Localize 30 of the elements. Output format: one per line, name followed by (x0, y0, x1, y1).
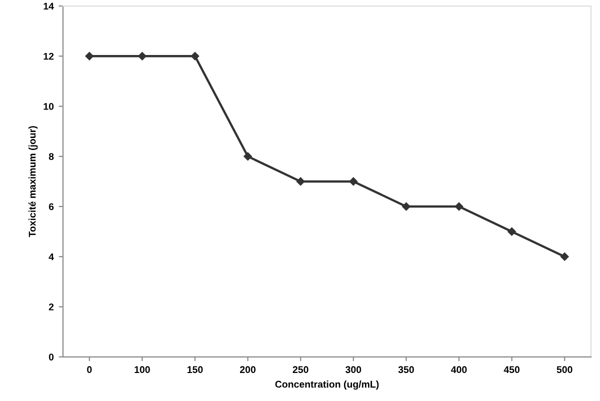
y-tick-label: 0 (48, 354, 54, 361)
x-tick-label: 400 (451, 366, 467, 374)
x-tick-label: 450 (504, 366, 520, 374)
point (402, 202, 410, 211)
x-tick-label: 350 (398, 366, 414, 374)
point (244, 152, 252, 161)
y-axis-title: Toxicité maximum (jour) (28, 126, 38, 238)
y-tick-label: 12 (44, 52, 54, 60)
x-axis-title: Concentration (ug/mL) (275, 380, 379, 390)
x-tick-label: 0 (87, 366, 92, 374)
x-tick-label: 200 (240, 366, 256, 374)
y-tick-label: 2 (48, 304, 54, 310)
y-tick-label: 8 (48, 153, 54, 160)
point (190, 52, 200, 60)
y-tick-label: 6 (48, 203, 54, 210)
point (138, 52, 146, 60)
point (349, 177, 358, 186)
point (454, 202, 464, 211)
point (85, 52, 94, 60)
point (508, 227, 516, 236)
y-tick-label: 4 (48, 253, 54, 260)
y-tick-label: 10 (44, 103, 54, 110)
x-tick-label: 150 (188, 366, 203, 374)
x-tick-label: 300 (346, 366, 362, 374)
point (296, 177, 305, 186)
x-tick-label: 500 (556, 366, 572, 374)
x-tick-label: 100 (134, 366, 150, 374)
x-tick-label: 250 (292, 366, 308, 374)
y-tick-label: 14 (44, 2, 54, 10)
point (560, 252, 569, 261)
